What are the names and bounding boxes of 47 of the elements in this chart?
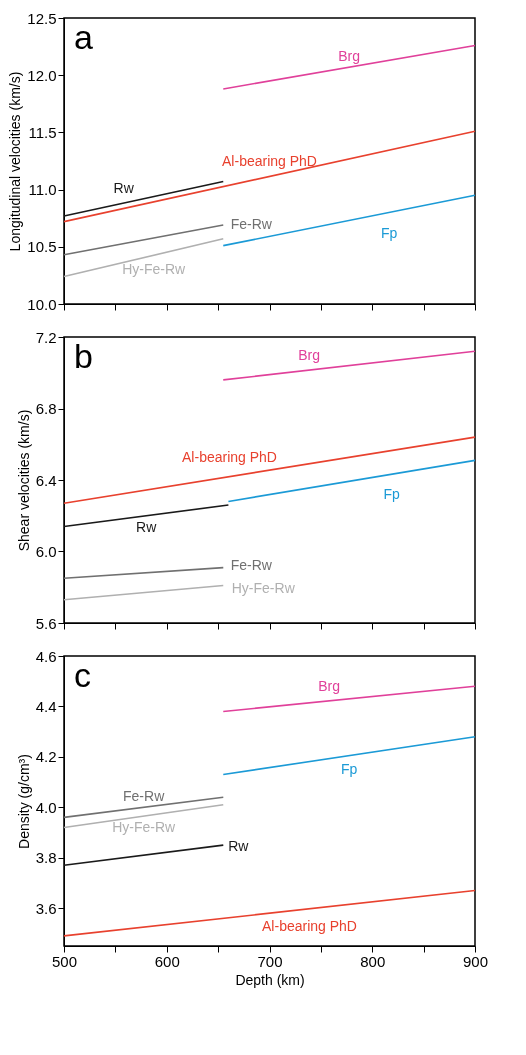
y-tick-label: 3.6 bbox=[35, 899, 57, 917]
y-tick-label: 10.5 bbox=[27, 238, 57, 256]
x-tick-label: 600 bbox=[154, 952, 180, 970]
y-tick-label: 5.6 bbox=[35, 614, 57, 632]
x-tick-label: 900 bbox=[462, 952, 489, 970]
y-tick-label: 4.6 bbox=[35, 647, 57, 665]
y-tick-label: 12.5 bbox=[27, 9, 57, 27]
y-tick-label: 7.2 bbox=[35, 328, 57, 346]
series-label: Al-bearing PhD bbox=[262, 918, 357, 935]
y-tick-label: 6.4 bbox=[35, 471, 57, 489]
y-tick-label: 11.5 bbox=[28, 123, 57, 141]
series-label: Fp bbox=[380, 225, 398, 242]
y-axis-title: Shear velocities (km/s) bbox=[15, 409, 32, 552]
series-label: Rw bbox=[113, 179, 135, 196]
series-label: Fp bbox=[340, 760, 358, 777]
y-tick-label: 4.0 bbox=[35, 798, 57, 816]
series-label: Hy-Fe-Rw bbox=[231, 580, 296, 597]
series-label: Rw bbox=[136, 518, 158, 535]
x-tick-label: 800 bbox=[360, 952, 386, 970]
series-label: Hy-Fe-Rw bbox=[122, 260, 187, 277]
x-axis-title: Depth (km) bbox=[235, 971, 305, 988]
y-tick-label: 4.2 bbox=[35, 748, 57, 766]
y-tick-label: 3.8 bbox=[35, 849, 57, 867]
y-axis-title: Density (g/cm³) bbox=[15, 754, 32, 849]
series-label: Brg bbox=[318, 677, 341, 694]
y-tick-label: 6.0 bbox=[35, 543, 57, 560]
annotation: c bbox=[74, 656, 91, 694]
series-label: Al-bearing PhD bbox=[222, 153, 317, 170]
y-tick-label: 12.0 bbox=[27, 66, 57, 84]
series-label: Fe-Rw bbox=[230, 556, 273, 573]
annotation: a bbox=[74, 18, 93, 56]
series-label: Hy-Fe-Rw bbox=[112, 819, 177, 836]
y-tick-label: 10.0 bbox=[27, 295, 57, 313]
series-label: Fe-Rw bbox=[123, 788, 166, 805]
y-tick-label: 4.4 bbox=[35, 697, 57, 715]
series-label: Fe-Rw bbox=[230, 216, 273, 233]
series-label: Al-bearing PhD bbox=[182, 449, 277, 466]
annotation: b bbox=[74, 337, 93, 375]
x-tick-label: 500 bbox=[51, 952, 78, 970]
x-tick-label: 700 bbox=[257, 952, 283, 970]
series-label: Rw bbox=[228, 838, 250, 855]
y-tick-label: 11.0 bbox=[28, 181, 57, 199]
series-label: Brg bbox=[338, 48, 361, 65]
series-label: Fp bbox=[383, 485, 401, 502]
y-axis-title: Longitudinal velocities (km/s) bbox=[7, 71, 24, 252]
y-tick-label: 6.8 bbox=[35, 400, 57, 417]
series-label: Brg bbox=[298, 346, 321, 363]
